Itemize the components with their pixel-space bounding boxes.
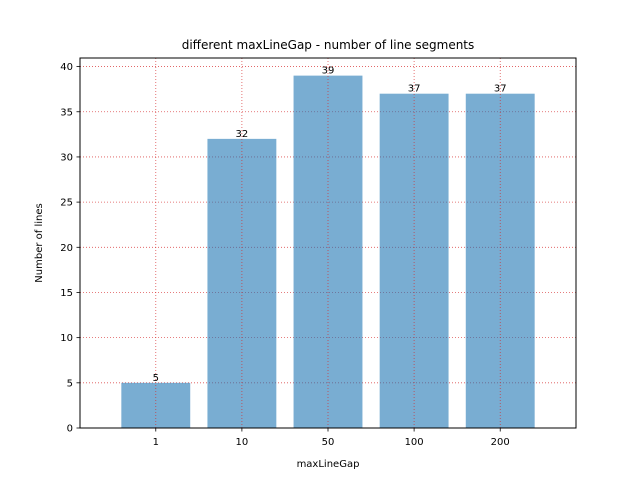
y-tick-label: 25 (60, 198, 73, 209)
data-labels: 5 32 39 37 37 (153, 66, 507, 384)
bar (293, 75, 363, 428)
chart-title: different maxLineGap - number of line se… (182, 38, 475, 52)
data-label: 5 (153, 373, 159, 384)
x-tick-label: 100 (405, 437, 424, 448)
data-label: 37 (494, 84, 507, 95)
data-label: 32 (236, 129, 249, 140)
x-tick-label: 10 (236, 437, 249, 448)
y-tick-label: 35 (60, 107, 73, 118)
x-tick-label: 50 (322, 437, 335, 448)
y-tick-label: 30 (60, 152, 73, 163)
bar (121, 382, 191, 428)
data-label: 37 (408, 84, 421, 95)
y-tick-label: 0 (67, 424, 73, 435)
y-tick-label: 20 (60, 243, 73, 254)
x-axis-label: maxLineGap (297, 459, 360, 470)
y-axis-label: Number of lines (34, 203, 45, 282)
x-tick-label: 200 (491, 437, 510, 448)
bar (379, 93, 449, 428)
y-tick-label: 10 (60, 333, 73, 344)
y-tick-label: 40 (60, 62, 73, 73)
bar (465, 93, 535, 428)
data-label: 39 (322, 66, 335, 77)
y-tick-label: 15 (60, 288, 73, 299)
plot-area: 5 32 39 37 37 (79, 57, 577, 429)
y-tick-label: 5 (67, 378, 73, 389)
x-tick-label: 1 (153, 437, 159, 448)
x-axis: 1 10 50 100 200 (153, 428, 510, 448)
y-axis: 0 5 10 15 20 25 30 35 40 (60, 62, 80, 435)
